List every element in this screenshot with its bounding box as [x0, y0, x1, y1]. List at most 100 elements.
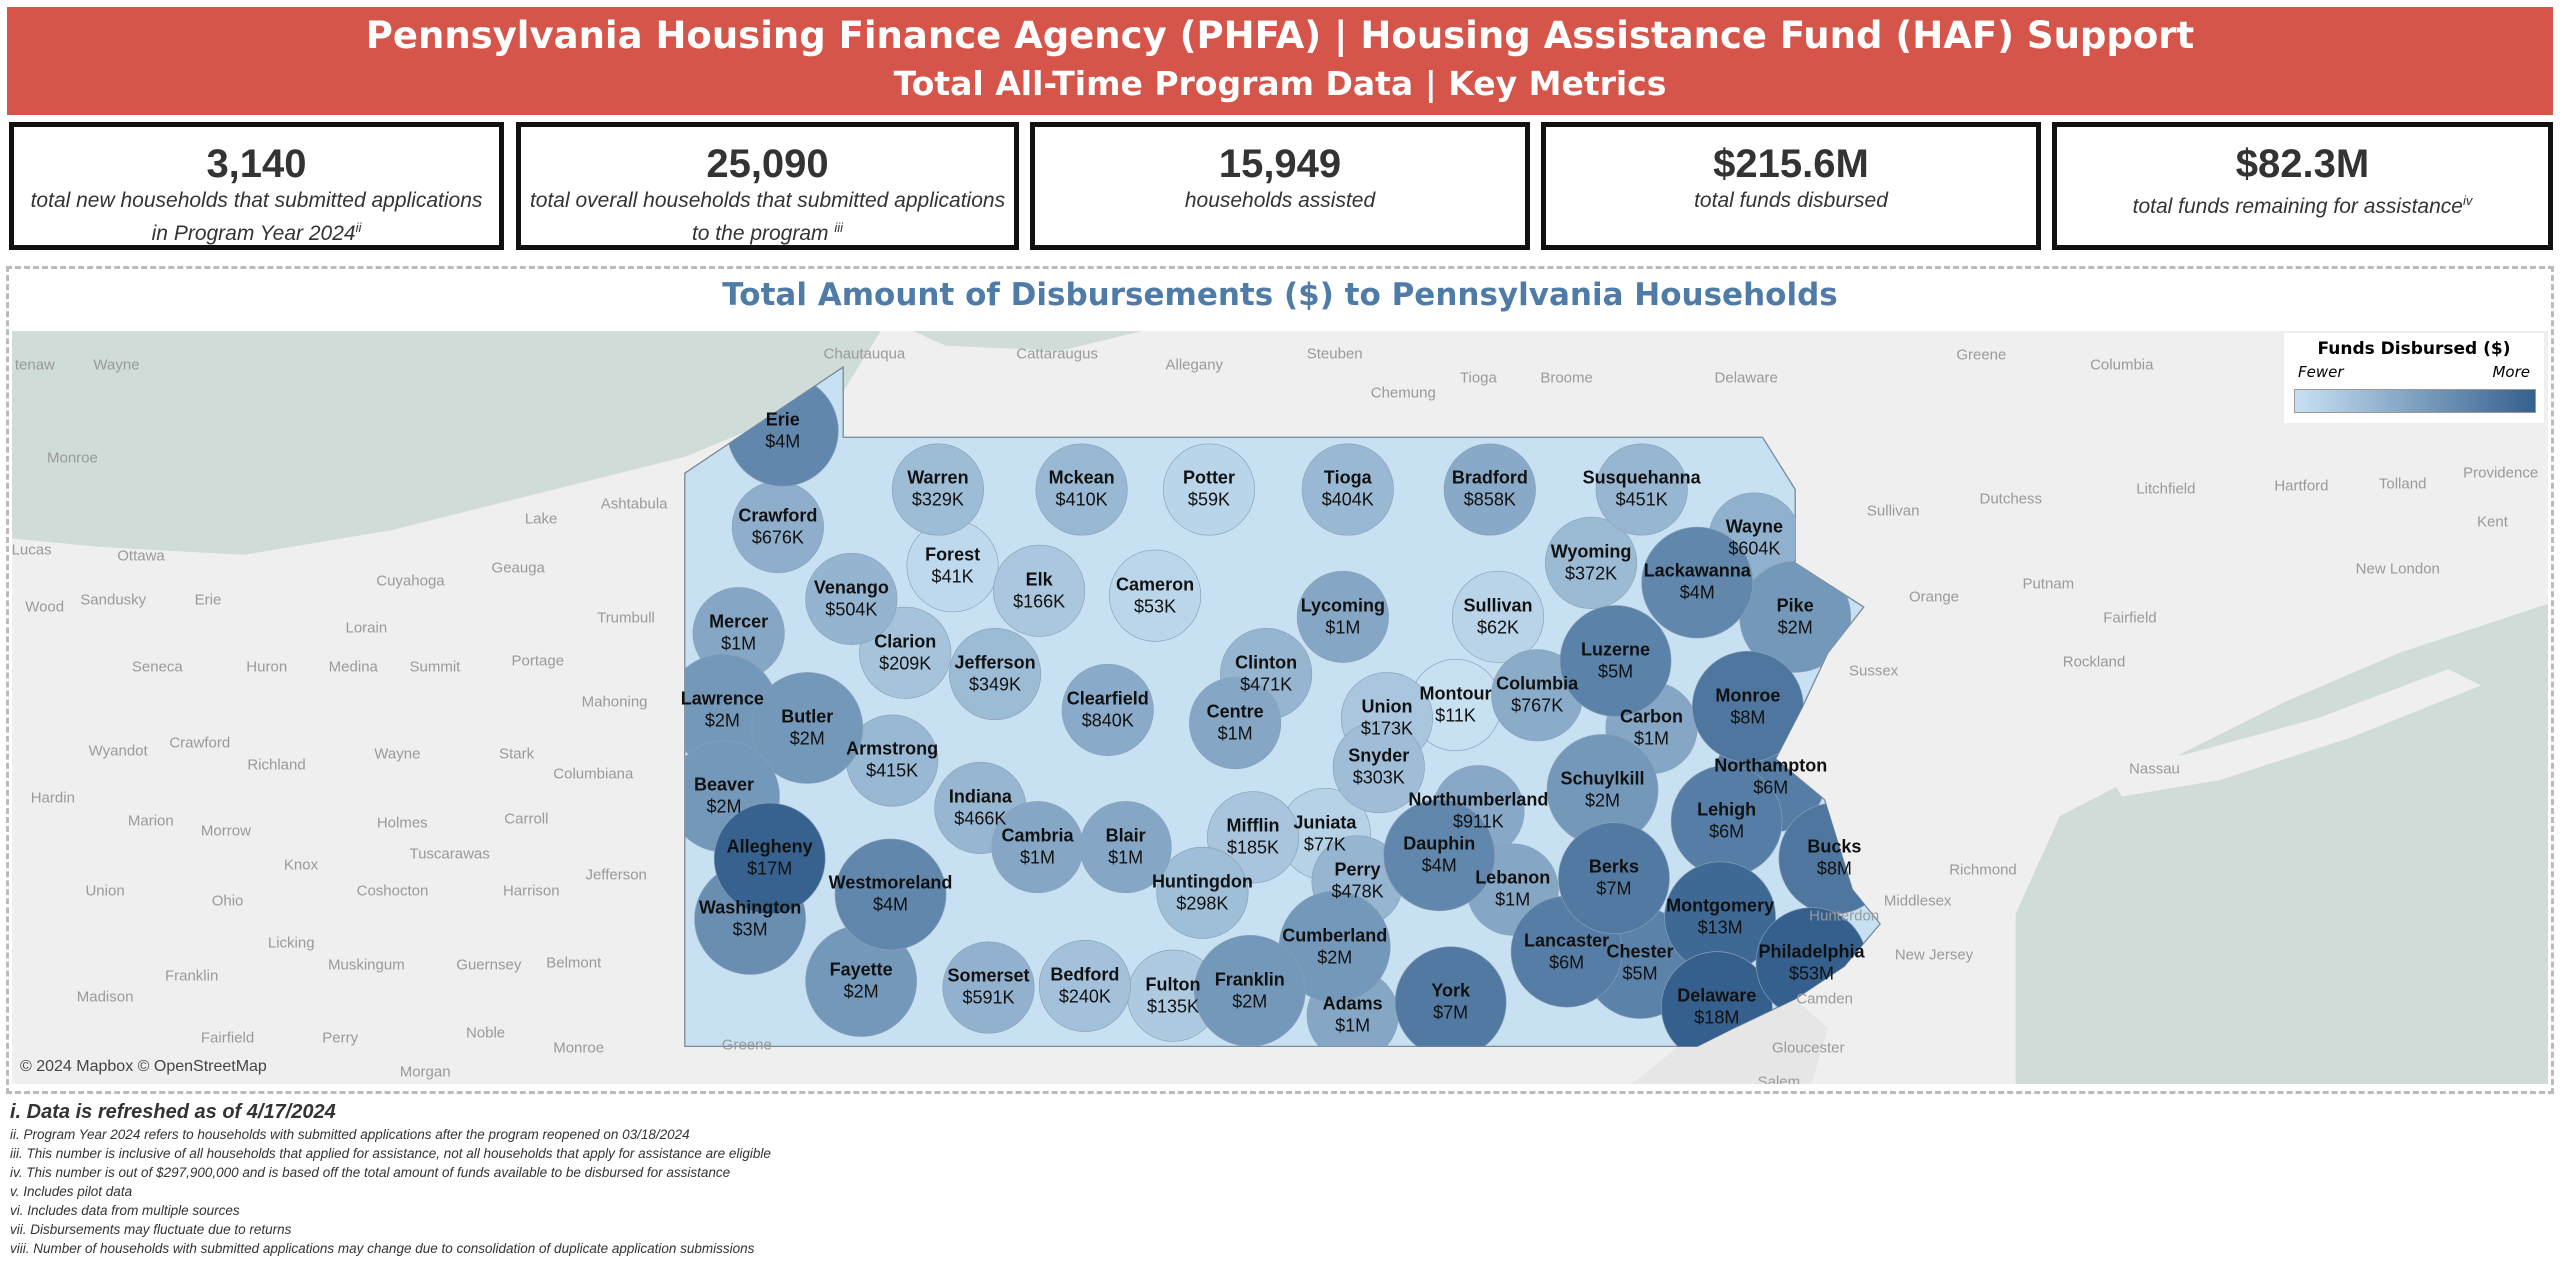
county-shape-luzerne[interactable]	[1559, 605, 1672, 717]
county-label-blair[interactable]: Blair $1M	[1106, 826, 1146, 869]
county-shape-westmoreland[interactable]	[834, 838, 947, 951]
county-label-luzerne[interactable]: Luzerne $5M	[1581, 639, 1650, 682]
county-label-chester[interactable]: Chester $5M	[1607, 941, 1674, 984]
county-shape-warren[interactable]	[891, 443, 984, 536]
choropleth-map[interactable]: tenaw Wayne Monroe Lucas Ottawa Wood Sandusky E…	[12, 331, 2548, 1084]
county-label-delaware[interactable]: Delaware $18M	[1677, 986, 1756, 1029]
county-shape-berks[interactable]	[1558, 822, 1670, 934]
county-label-allegheny[interactable]: Allegheny $17M	[727, 837, 813, 880]
county-label-juniata[interactable]: Juniata $77K	[1293, 812, 1356, 855]
county-label-crawford[interactable]: Crawford $676K	[738, 505, 817, 548]
map-legend: Funds Disbursed ($) Fewer More	[2284, 333, 2544, 423]
county-shape-bedford[interactable]	[1038, 939, 1131, 1032]
county-shape-mckean[interactable]	[1035, 443, 1128, 536]
county-label-beaver[interactable]: Beaver $2M	[694, 775, 754, 818]
county-label-montgomery[interactable]: Montgomery $13M	[1666, 896, 1774, 939]
county-label-philadelphia[interactable]: Philadelphia $53M	[1759, 941, 1865, 984]
county-label-mercer[interactable]: Mercer $1M	[709, 612, 768, 655]
county-label-westmoreland[interactable]: Westmoreland $4M	[829, 873, 953, 916]
county-label-cumberland[interactable]: Cumberland $2M	[1282, 925, 1387, 968]
county-shape-blair[interactable]	[1079, 801, 1172, 894]
county-label-clarion[interactable]: Clarion $209K	[874, 631, 936, 674]
county-shape-elk[interactable]	[993, 544, 1086, 637]
county-label-clinton[interactable]: Clinton $471K	[1235, 652, 1297, 695]
county-label-schuylkill[interactable]: Schuylkill $2M	[1560, 768, 1644, 811]
county-shape-venango[interactable]	[805, 552, 898, 645]
county-label-wayne[interactable]: Wayne $604K	[1726, 517, 1783, 560]
county-shape-lackawanna[interactable]	[1641, 526, 1754, 639]
county-label-washington[interactable]: Washington $3M	[699, 897, 801, 940]
county-shape-susquehanna[interactable]	[1595, 443, 1688, 536]
county-shape-york[interactable]	[1394, 946, 1507, 1058]
county-label-columbia[interactable]: Columbia $767K	[1496, 674, 1578, 717]
county-label-susquehanna[interactable]: Susquehanna $451K	[1583, 468, 1701, 511]
county-label-indiana[interactable]: Indiana $466K	[949, 786, 1012, 829]
county-label-somerset[interactable]: Somerset $591K	[947, 966, 1029, 1009]
county-label-pike[interactable]: Pike $2M	[1777, 595, 1814, 638]
county-label-forest[interactable]: Forest $41K	[925, 545, 980, 588]
county-label-erie[interactable]: Erie $4M	[765, 409, 800, 452]
county-label-clearfield[interactable]: Clearfield $840K	[1067, 688, 1149, 731]
county-label-fulton[interactable]: Fulton $135K	[1146, 974, 1201, 1017]
county-label-potter[interactable]: Potter $59K	[1183, 468, 1235, 511]
county-label-perry[interactable]: Perry $478K	[1332, 860, 1384, 903]
county-label-cameron[interactable]: Cameron $53K	[1116, 574, 1194, 617]
county-label-centre[interactable]: Centre $1M	[1207, 701, 1264, 744]
county-label-tioga[interactable]: Tioga $404K	[1322, 468, 1374, 511]
county-shape-franklin[interactable]	[1193, 934, 1306, 1047]
county-label-wyoming[interactable]: Wyoming $372K	[1551, 541, 1632, 584]
county-label-berks[interactable]: Berks $7M	[1589, 857, 1639, 900]
county-label-carbon[interactable]: Carbon $1M	[1620, 706, 1683, 749]
county-shape-cameron[interactable]	[1109, 549, 1202, 642]
county-shape-jefferson[interactable]	[948, 627, 1042, 721]
county-shape-lycoming[interactable]	[1296, 570, 1389, 663]
county-label-jefferson[interactable]: Jefferson $349K	[955, 652, 1036, 695]
county-label-monroe[interactable]: Monroe $8M	[1715, 685, 1780, 728]
county-shape-centre[interactable]	[1189, 676, 1282, 770]
county-shape-huntingdon[interactable]	[1156, 846, 1249, 939]
county-shape-snyder[interactable]	[1332, 721, 1425, 814]
county-shape-dauphin[interactable]	[1383, 799, 1496, 912]
map-attribution[interactable]: © 2024 Mapbox © OpenStreetMap	[20, 1058, 267, 1075]
county-shape-somerset[interactable]	[942, 941, 1035, 1034]
county-label-bedford[interactable]: Bedford $240K	[1050, 964, 1119, 1007]
county-label-bradford[interactable]: Bradford $858K	[1452, 468, 1528, 511]
county-label-lackawanna[interactable]: Lackawanna $4M	[1644, 561, 1751, 604]
county-label-lehigh[interactable]: Lehigh $6M	[1697, 799, 1756, 842]
county-label-cambria[interactable]: Cambria $1M	[1001, 826, 1073, 869]
county-label-franklin[interactable]: Franklin $2M	[1215, 969, 1285, 1012]
county-shape-wyoming[interactable]	[1545, 516, 1638, 610]
county-label-adams[interactable]: Adams $1M	[1323, 994, 1383, 1037]
county-name: Somerset	[947, 965, 1030, 986]
county-name: Centre	[1206, 701, 1264, 722]
county-label-huntingdon[interactable]: Huntingdon $298K	[1152, 871, 1253, 914]
county-label-lebanon[interactable]: Lebanon $1M	[1475, 868, 1550, 911]
county-label-union[interactable]: Union $173K	[1361, 697, 1413, 740]
county-label-bucks[interactable]: Bucks $8M	[1807, 837, 1861, 880]
county-label-fayette[interactable]: Fayette $2M	[830, 959, 893, 1002]
county-label-armstrong[interactable]: Armstrong $415K	[846, 739, 938, 782]
county-label-mifflin[interactable]: Mifflin $185K	[1227, 816, 1280, 859]
county-label-lawrence[interactable]: Lawrence $2M	[681, 688, 764, 731]
county-shape-potter[interactable]	[1162, 443, 1256, 536]
county-label-northumberland[interactable]: Northumberland $911K	[1408, 790, 1548, 833]
county-label-northampton[interactable]: Northampton $6M	[1714, 755, 1827, 798]
county-label-montour[interactable]: Montour $11K	[1420, 683, 1492, 726]
county-label-warren[interactable]: Warren $329K	[907, 468, 968, 511]
county-label-venango[interactable]: Venango $504K	[814, 577, 889, 620]
county-label-butler[interactable]: Butler $2M	[781, 706, 833, 749]
county-label-york[interactable]: York $7M	[1431, 981, 1470, 1024]
county-shape-tioga[interactable]	[1301, 443, 1394, 536]
county-label-lancaster[interactable]: Lancaster $6M	[1524, 930, 1609, 973]
county-label-lycoming[interactable]: Lycoming $1M	[1301, 595, 1385, 638]
county-shape-bradford[interactable]	[1443, 443, 1536, 536]
county-shape-clearfield[interactable]	[1061, 663, 1154, 756]
county-shape-butler[interactable]	[751, 672, 864, 784]
county-shape-sullivan[interactable]	[1451, 570, 1545, 663]
county-label-sullivan[interactable]: Sullivan $62K	[1463, 595, 1532, 638]
county-label-dauphin[interactable]: Dauphin $4M	[1403, 834, 1475, 877]
county-shape-allegheny[interactable]	[713, 802, 826, 915]
county-label-elk[interactable]: Elk $166K	[1013, 569, 1065, 612]
county-label-mckean[interactable]: Mckean $410K	[1049, 468, 1115, 511]
county-label-snyder[interactable]: Snyder $303K	[1348, 746, 1409, 789]
